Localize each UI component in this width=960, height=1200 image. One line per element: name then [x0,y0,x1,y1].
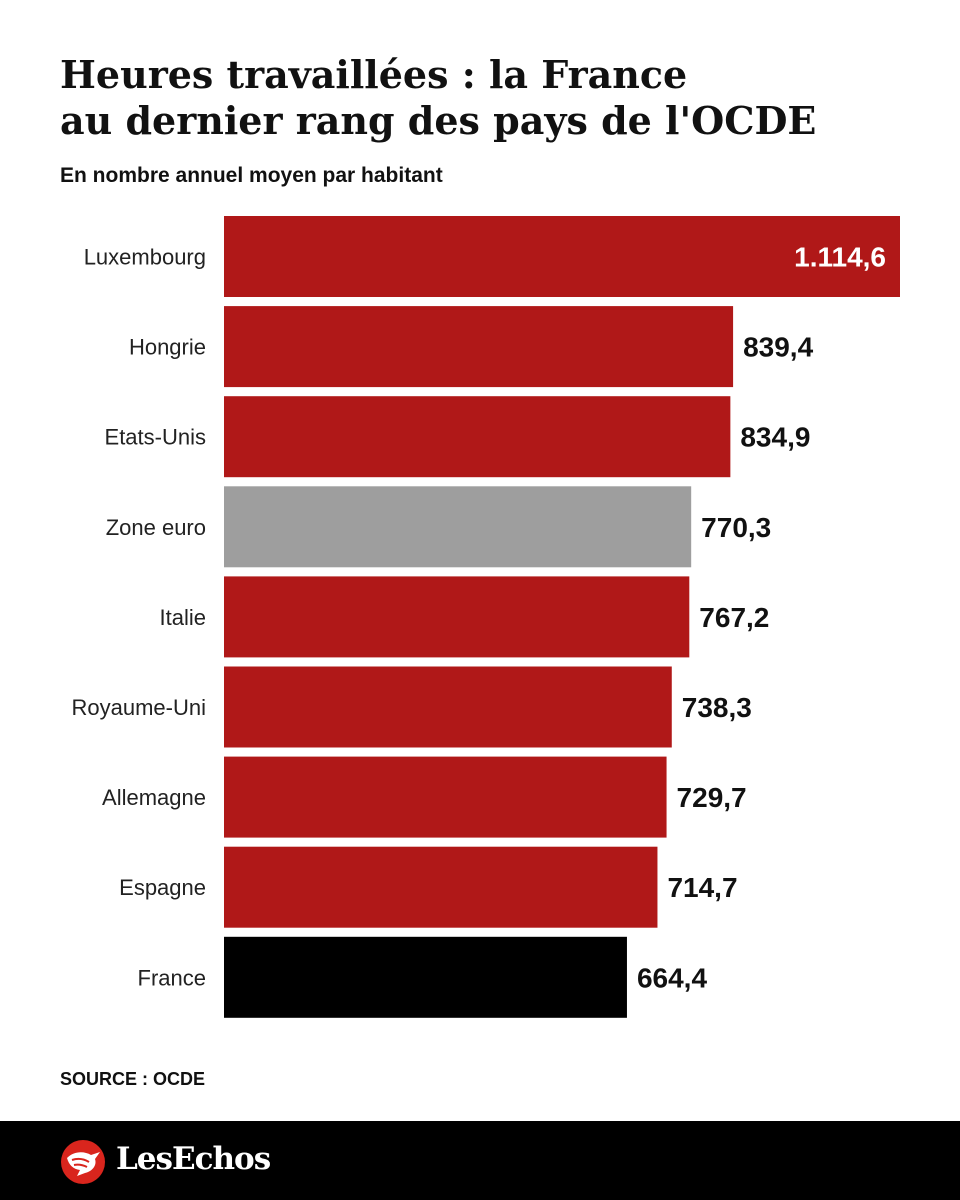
value-label-allemagne: 729,7 [677,782,747,813]
category-label-italie: Italie [160,605,206,630]
title-line-2: au dernier rang des pays de l'OCDE [60,98,817,143]
source-note: SOURCE : OCDE [60,1069,206,1089]
value-label-hongrie: 839,4 [743,332,813,363]
category-label-royaume-uni: Royaume-Uni [72,695,207,720]
category-label-espagne: Espagne [119,875,206,900]
bar-chart: Luxembourg 1.114,6 Hongrie 839,4 Etats-Unis 8… [72,216,900,1018]
footer-bar: LesEchos [0,1121,960,1200]
bar-espagne [224,846,658,928]
bar-etats-unis [224,396,731,478]
category-label-allemagne: Allemagne [102,785,206,810]
bar-allemagne [224,756,667,838]
les-echos-bird-icon [61,1140,105,1184]
bar-royaume-uni [224,666,672,748]
category-label-france: France [138,965,206,990]
value-label-zone-euro: 770,3 [701,512,771,543]
category-label-luxembourg: Luxembourg [84,245,206,270]
chart-subtitle: En nombre annuel moyen par habitant [60,164,443,187]
bar-italie [224,576,690,658]
category-label-etats-unis: Etats-Unis [105,425,206,450]
brand-wordmark: LesEchos [116,1141,271,1177]
bar-hongrie [224,306,734,388]
category-label-hongrie: Hongrie [129,335,206,360]
category-label-zone-euro: Zone euro [106,515,206,540]
value-label-etats-unis: 834,9 [740,422,810,453]
value-label-luxembourg: 1.114,6 [794,242,886,273]
bar-france [224,936,627,1018]
chart-title: Heures travaillées : la France au dernie… [60,52,920,144]
title-line-1: Heures travaillées : la France [60,52,688,97]
bar-luxembourg [224,216,900,297]
value-label-italie: 767,2 [699,602,769,633]
bar-zone-euro [224,486,692,568]
value-label-espagne: 714,7 [667,872,737,903]
value-label-royaume-uni: 738,3 [682,692,752,723]
value-label-france: 664,4 [637,962,707,993]
